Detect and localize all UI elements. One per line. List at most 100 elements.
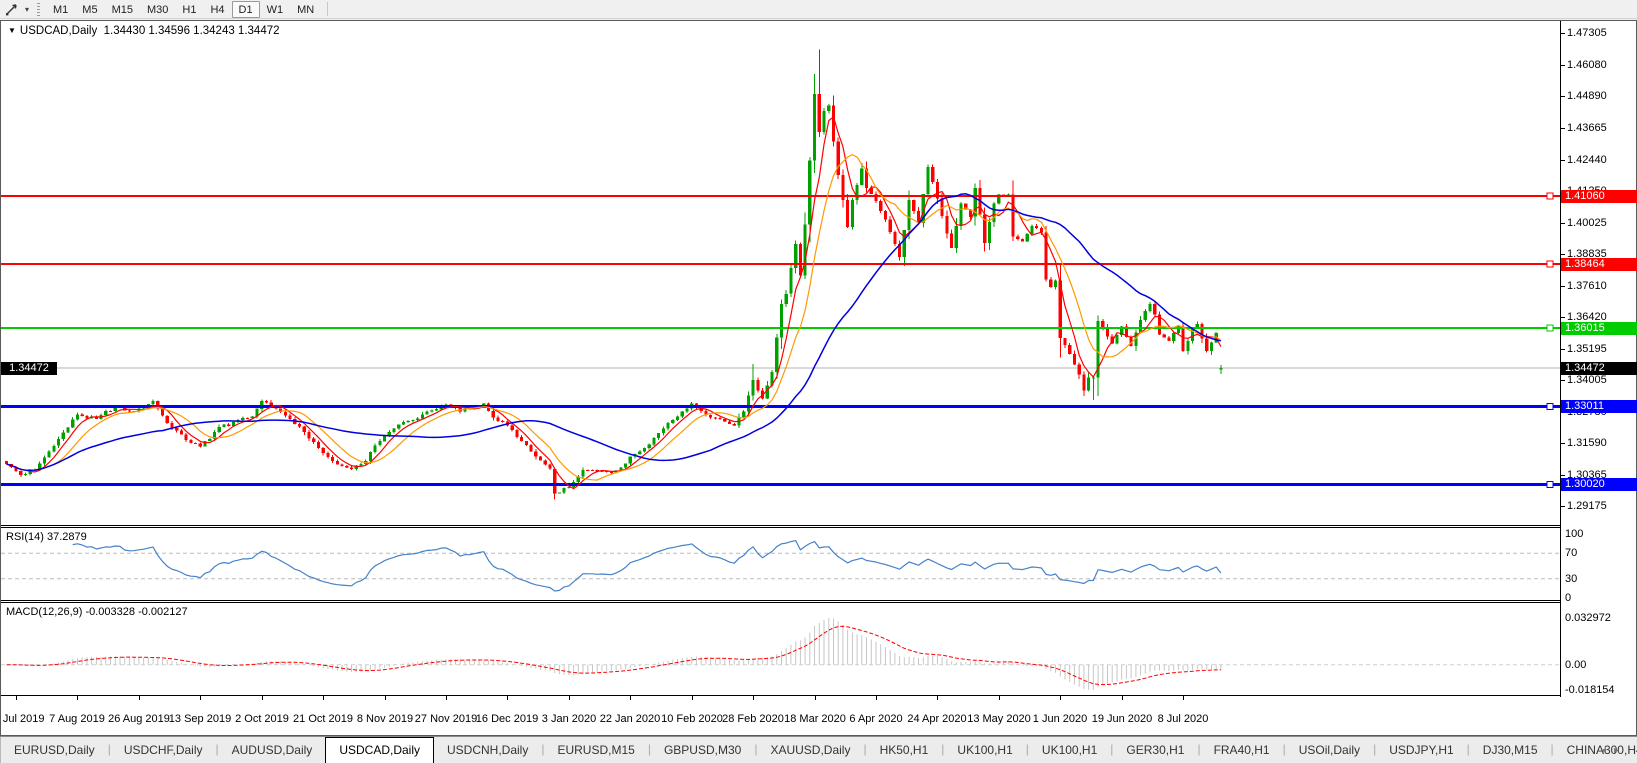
chart-tab-UK100H1[interactable]: UK100,H1 [957,743,1013,757]
toolbar-grip[interactable] [37,2,40,16]
chart-tab-UK100H1[interactable]: UK100,H1 [1041,743,1098,757]
price-axis-line [1560,21,1561,697]
chart-tab-XAUUSDDaily[interactable]: XAUUSD,Daily [770,743,851,757]
current-price-label: 1.34472 [1561,362,1637,375]
level-line-anchor[interactable] [1546,324,1554,332]
chart-tab-EURUSDDaily[interactable]: EURUSD,Daily [14,743,95,757]
tab-scroll-right-icon[interactable]: ▸ [1613,745,1627,756]
macd-histogram [10,618,1222,690]
horizontal-level-line[interactable] [1,262,1560,265]
moving-average-line[interactable] [6,116,1222,490]
chart-tabs: EURUSD,Daily | USDCHF,Daily | AUDUSD,Daily US… [1,737,1637,763]
level-line-anchor[interactable] [1546,402,1554,410]
level-price-label: 1.30020 [1561,478,1637,491]
tab-strip-stub [0,737,1,763]
chart-dropdown-icon[interactable]: ▼ [8,26,16,35]
timeframe-button-MN[interactable]: MN [297,3,315,16]
panel-separator[interactable] [1,602,1560,603]
date-axis-label: 19 Jul 2019 [0,713,45,725]
chart-tab-CHINA300H4[interactable]: CHINA300,H4 [1566,743,1637,757]
date-tick-mark [937,696,938,700]
horizontal-level-line[interactable] [1,482,1560,486]
date-axis-label: 2 Oct 2019 [235,713,289,725]
macd-label: MACD(12,26,9) -0.003328 -0.002127 [6,606,188,618]
chart-tab-USOilDaily[interactable]: USOil,Daily [1298,743,1361,757]
price-axis-tick: 1.40025 [1567,217,1607,229]
timeframe-button-M1[interactable]: M1 [53,3,69,16]
chart-tab-DJ30M15[interactable]: DJ30,M15 [1482,743,1538,757]
level-line-anchor[interactable] [1546,480,1554,488]
rsi-scale-label: 100 [1565,528,1584,540]
tab-scroll-arrows: ◂▸ [1601,745,1627,756]
price-chart-canvas[interactable] [1,21,1560,524]
chart-tab-USDJPYH1[interactable]: USDJPY,H1 [1389,743,1454,757]
price-tick-mark [1561,286,1565,287]
macd-indicator-canvas[interactable] [1,603,1560,695]
date-axis-label: 28 Feb 2020 [722,713,784,725]
date-tick-mark [569,696,570,700]
date-axis-label: 6 Apr 2020 [849,713,903,725]
level-price-label: 1.36015 [1561,322,1637,335]
chart-tab-USDCNHDaily[interactable]: USDCNH,Daily [447,743,529,757]
date-axis-label: 21 Oct 2019 [293,713,353,725]
timeframe-button-H4[interactable]: H4 [210,3,225,16]
price-axis-tick: 1.44890 [1567,90,1607,102]
chart-tab-GER30H1[interactable]: GER30,H1 [1126,743,1185,757]
timeframe-button-H1[interactable]: H1 [182,3,197,16]
rsi-indicator-canvas[interactable] [1,528,1560,600]
price-axis-tick: 1.31590 [1567,437,1607,449]
tab-separator: | [1373,742,1377,756]
panel-separator[interactable] [1,695,1560,696]
timeframe-button-W1[interactable]: W1 [266,3,284,16]
toolbar-divider [327,2,329,16]
timeframe-button-M30[interactable]: M30 [146,3,169,16]
chart-tab-GBPUSDM30[interactable]: GBPUSD,M30 [663,743,742,757]
date-axis-label: 26 Aug 2019 [108,713,170,725]
tab-separator: | [1110,742,1114,756]
horizontal-level-line[interactable] [1,326,1560,329]
chart-tab-USDCADDaily[interactable]: USDCAD,Daily [325,737,434,763]
tool-dropdown-caret-icon[interactable]: ▾ [24,4,29,14]
moving-average-line[interactable] [6,154,1222,481]
date-tick-mark [139,696,140,700]
horizontal-level-line[interactable] [1,404,1560,408]
date-axis-label: 10 Feb 2020 [661,713,723,725]
level-price-label: 1.38464 [1561,258,1637,271]
rsi-scale-label: 0 [1565,592,1572,604]
panel-separator[interactable] [1,527,1560,528]
date-tick-mark [630,696,631,700]
timeframe-button-M5[interactable]: M5 [82,3,98,16]
macd-scale-label: 0.032972 [1565,612,1611,624]
level-line-anchor[interactable] [1546,192,1554,200]
timeframe-button-M15[interactable]: M15 [111,3,133,16]
price-tick-mark [1561,223,1565,224]
chart-tab-EURUSDM15[interactable]: EURUSD,M15 [557,743,635,757]
date-axis-label: 8 Nov 2019 [356,713,414,725]
chart-tab-FRA40H1[interactable]: FRA40,H1 [1213,743,1270,757]
chart-tab-USDCHFDaily[interactable]: USDCHF,Daily [123,743,203,757]
tab-scroll-left-icon[interactable]: ◂ [1600,745,1614,756]
timeframe-button-D1[interactable]: D1 [231,0,260,18]
chart-tab-AUDUSDDaily[interactable]: AUDUSD,Daily [231,743,313,757]
price-tick-mark [1561,254,1565,255]
tab-separator: | [1466,742,1470,756]
rsi-scale-label: 30 [1565,573,1578,585]
horizontal-level-line[interactable] [1,195,1560,198]
level-line-anchor[interactable] [1546,260,1554,268]
moving-average-line[interactable] [6,193,1222,471]
date-tick-mark [1060,696,1061,700]
price-tick-mark [1561,349,1565,350]
date-tick-mark [815,696,816,700]
rsi-line [72,540,1222,592]
date-tick-mark [385,696,386,700]
date-tick-mark [1122,696,1123,700]
panel-separator[interactable] [1,600,1560,601]
cursor-tool-icon[interactable] [3,1,21,17]
tab-separator: | [1025,742,1029,756]
chart-tab-HK50H1[interactable]: HK50,H1 [879,743,929,757]
price-axis-tick: 1.34005 [1567,374,1607,386]
macd-scale-label: 0.00 [1565,659,1587,671]
panel-separator[interactable] [1,525,1560,526]
tab-separator: | [647,742,651,756]
chart-window [0,20,1637,736]
